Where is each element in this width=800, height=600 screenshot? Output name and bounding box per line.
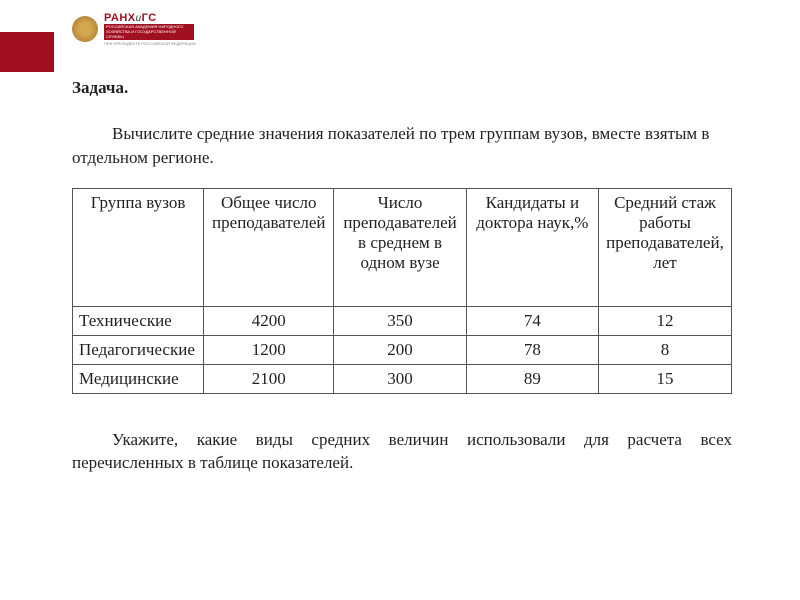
row-c1: 1200 [204, 335, 334, 364]
data-table: Группа вузов Общее число преподавателей … [72, 188, 732, 394]
task-intro: Вычислите средние значения показателей п… [72, 122, 732, 170]
row-c2: 350 [334, 306, 466, 335]
table-header-row: Группа вузов Общее число преподавателей … [73, 188, 732, 306]
emblem-icon [72, 16, 98, 42]
logo-part-a: РАНХ [104, 12, 136, 24]
task-outro: Укажите, какие виды средних величин испо… [72, 428, 732, 476]
table-row: Медицинские 2100 300 89 15 [73, 364, 732, 393]
row-c3: 89 [466, 364, 598, 393]
table-row: Технические 4200 350 74 12 [73, 306, 732, 335]
col-header-1: Общее число преподавателей [204, 188, 334, 306]
table-row: Педагогические 1200 200 78 8 [73, 335, 732, 364]
row-c1: 2100 [204, 364, 334, 393]
row-label: Технические [73, 306, 204, 335]
accent-bar [0, 32, 54, 72]
row-label: Педагогические [73, 335, 204, 364]
row-c4: 8 [598, 335, 731, 364]
col-header-0: Группа вузов [73, 188, 204, 306]
row-c4: 15 [598, 364, 731, 393]
col-header-2: Число преподавателей в среднем в одном в… [334, 188, 466, 306]
row-c4: 12 [598, 306, 731, 335]
row-label: Медицинские [73, 364, 204, 393]
logo: РАНХиГС РОССИЙСКАЯ АКАДЕМИЯ НАРОДНОГО ХО… [72, 12, 196, 46]
row-c3: 78 [466, 335, 598, 364]
content-area: Задача. Вычислите средние значения показ… [72, 78, 732, 475]
row-c2: 200 [334, 335, 466, 364]
row-c3: 74 [466, 306, 598, 335]
logo-text: РАНХиГС РОССИЙСКАЯ АКАДЕМИЯ НАРОДНОГО ХО… [104, 12, 196, 46]
logo-acronym: РАНХиГС [104, 12, 196, 24]
logo-part-b: ГС [142, 12, 157, 24]
row-c2: 300 [334, 364, 466, 393]
row-c1: 4200 [204, 306, 334, 335]
col-header-4: Средний стаж работы преподавателей, лет [598, 188, 731, 306]
logo-extra: ПРИ ПРЕЗИДЕНТЕ РОССИЙСКОЙ ФЕДЕРАЦИИ [104, 41, 196, 46]
task-title: Задача. [72, 78, 732, 98]
logo-subtitle: РОССИЙСКАЯ АКАДЕМИЯ НАРОДНОГО ХОЗЯЙСТВА … [104, 24, 194, 40]
col-header-3: Кандидаты и доктора наук,% [466, 188, 598, 306]
